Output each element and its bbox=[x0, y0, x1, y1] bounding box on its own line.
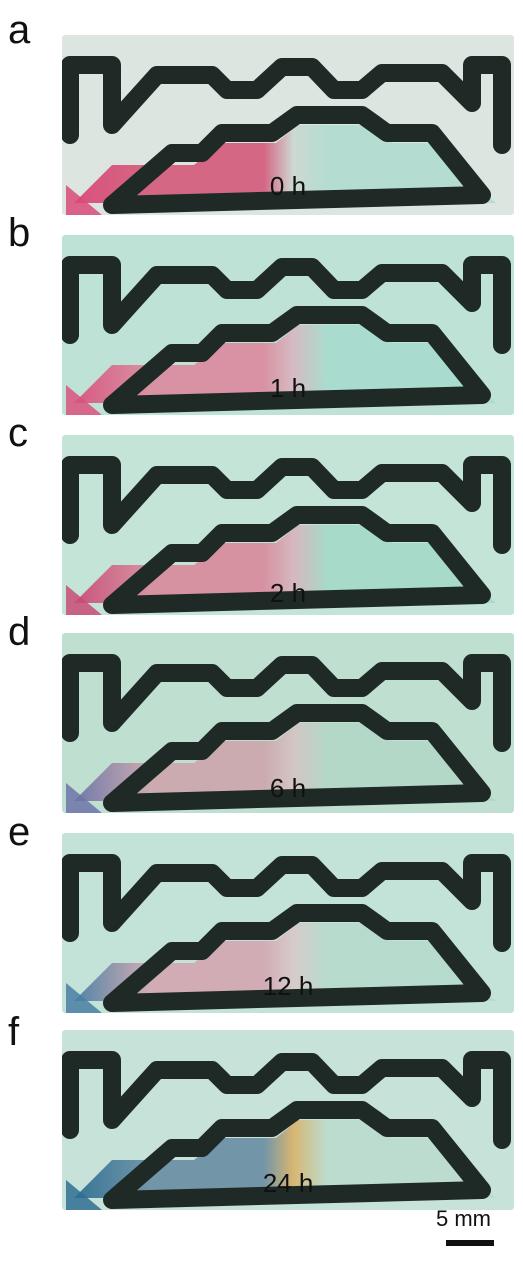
time-label: 24 h bbox=[262, 1168, 314, 1198]
photo-panel-a: 0 h bbox=[62, 35, 514, 215]
device-photo bbox=[62, 1030, 514, 1210]
time-label: 0 h bbox=[269, 171, 307, 201]
panel-letter-d: d bbox=[8, 610, 31, 654]
time-label: 12 h bbox=[262, 971, 314, 1001]
device-photo bbox=[62, 833, 514, 1013]
photo-panel-d: 6 h bbox=[62, 633, 514, 813]
panel-letter-f: f bbox=[8, 1010, 20, 1054]
photo-panel-e: 12 h bbox=[62, 833, 514, 1013]
photo-panel-f: 24 h bbox=[62, 1030, 514, 1210]
device-photo bbox=[62, 235, 514, 415]
panel-letter-a: a bbox=[8, 8, 31, 52]
panel-letter-e: e bbox=[8, 810, 31, 854]
time-label: 2 h bbox=[269, 578, 307, 608]
device-photo bbox=[62, 633, 514, 813]
time-label: 6 h bbox=[269, 773, 307, 803]
scale-bar bbox=[446, 1240, 494, 1246]
device-photo bbox=[62, 35, 514, 215]
photo-panel-b: 1 h bbox=[62, 235, 514, 415]
scale-bar-label: 5 mm bbox=[436, 1206, 491, 1231]
photo-panel-c: 2 h bbox=[62, 435, 514, 615]
panel-letter-b: b bbox=[8, 211, 31, 255]
device-photo bbox=[62, 435, 514, 615]
panel-letter-c: c bbox=[8, 411, 28, 455]
time-label: 1 h bbox=[269, 373, 307, 403]
